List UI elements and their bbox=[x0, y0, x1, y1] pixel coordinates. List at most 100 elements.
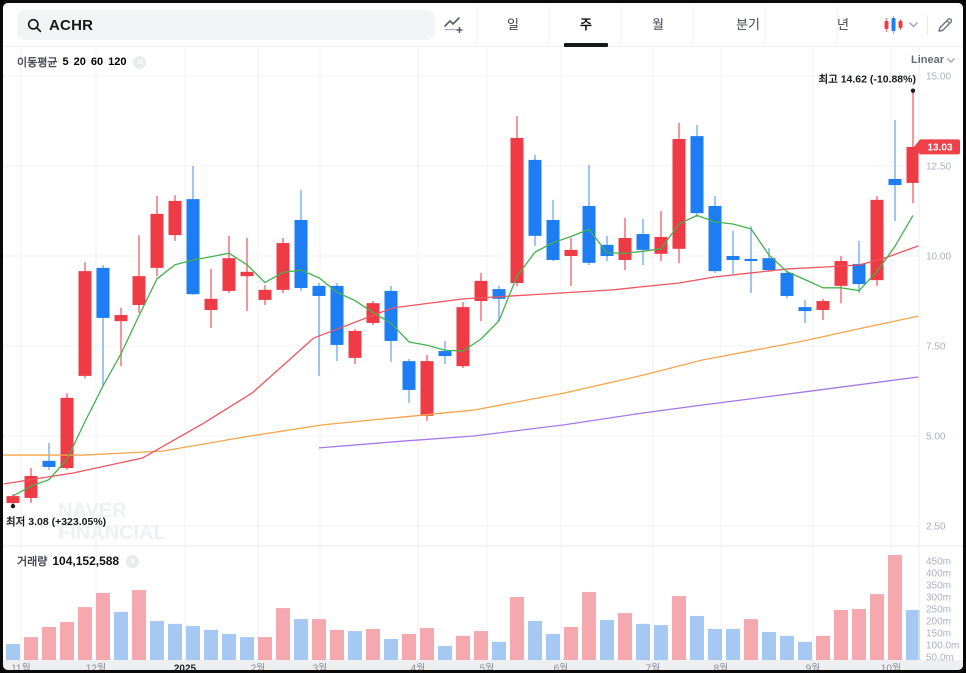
candlestick[interactable] bbox=[42, 460, 56, 467]
candlestick[interactable] bbox=[150, 213, 164, 268]
volume-bar[interactable] bbox=[852, 609, 866, 660]
volume-bar[interactable] bbox=[240, 637, 254, 660]
volume-bar[interactable] bbox=[690, 615, 704, 660]
volume-bar[interactable] bbox=[564, 627, 578, 660]
candlestick[interactable] bbox=[906, 146, 920, 183]
candlestick[interactable] bbox=[24, 475, 38, 498]
candlestick[interactable] bbox=[60, 397, 74, 469]
candlestick[interactable] bbox=[420, 361, 434, 416]
candlestick[interactable] bbox=[582, 205, 596, 263]
candlestick[interactable] bbox=[870, 199, 884, 281]
volume-bar[interactable] bbox=[96, 592, 110, 660]
ma-close-icon[interactable]: ✕ bbox=[133, 55, 147, 69]
candlestick[interactable] bbox=[438, 351, 452, 357]
candlestick[interactable] bbox=[636, 234, 650, 250]
candlestick[interactable] bbox=[132, 276, 146, 305]
volume-bar[interactable] bbox=[636, 623, 650, 660]
volume-bar[interactable] bbox=[492, 641, 506, 660]
draw-pencil-icon[interactable] bbox=[936, 16, 954, 39]
add-indicator-icon[interactable] bbox=[444, 16, 464, 39]
volume-bar[interactable] bbox=[42, 627, 56, 660]
candlestick[interactable] bbox=[258, 289, 272, 300]
candlestick[interactable] bbox=[312, 285, 326, 296]
volume-bar[interactable] bbox=[618, 613, 632, 660]
candlestick[interactable] bbox=[546, 220, 560, 260]
volume-bar[interactable] bbox=[276, 608, 290, 660]
candlestick[interactable] bbox=[726, 256, 740, 260]
candlestick[interactable] bbox=[762, 258, 776, 271]
volume-bar[interactable] bbox=[456, 635, 470, 660]
candlestick[interactable] bbox=[276, 243, 290, 290]
tab-quarterly[interactable]: 분기 bbox=[736, 17, 760, 32]
candlestick[interactable] bbox=[600, 244, 614, 256]
volume-bar[interactable] bbox=[816, 635, 830, 660]
volume-bar[interactable] bbox=[186, 626, 200, 660]
volume-bar[interactable] bbox=[312, 619, 326, 660]
volume-bar[interactable] bbox=[726, 628, 740, 660]
volume-bar[interactable] bbox=[798, 641, 812, 660]
volume-bar[interactable] bbox=[348, 631, 362, 660]
volume-bar[interactable] bbox=[672, 596, 686, 660]
volume-bar[interactable] bbox=[330, 629, 344, 660]
tab-weekly[interactable]: 주 bbox=[580, 17, 592, 32]
volume-bar[interactable] bbox=[258, 637, 272, 660]
candlestick[interactable] bbox=[222, 258, 236, 291]
candlestick[interactable] bbox=[672, 139, 686, 249]
tab-monthly[interactable]: 월 bbox=[652, 17, 664, 32]
candlestick[interactable] bbox=[456, 307, 470, 367]
volume-bar[interactable] bbox=[78, 607, 92, 660]
candlestick[interactable] bbox=[474, 280, 488, 301]
scale-select[interactable]: Linear bbox=[911, 54, 955, 66]
volume-bar[interactable] bbox=[708, 628, 722, 660]
volume-bar[interactable] bbox=[906, 609, 920, 660]
volume-bar[interactable] bbox=[168, 623, 182, 660]
candlestick[interactable] bbox=[618, 238, 632, 260]
volume-bar[interactable] bbox=[744, 619, 758, 660]
candlestick[interactable] bbox=[690, 136, 704, 214]
volume-bar[interactable] bbox=[546, 633, 560, 660]
candlestick[interactable] bbox=[402, 361, 416, 390]
volume-bar[interactable] bbox=[870, 594, 884, 660]
candlestick[interactable] bbox=[6, 496, 20, 503]
volume-bar[interactable] bbox=[366, 628, 380, 660]
volume-bar[interactable] bbox=[6, 644, 20, 660]
volume-bar[interactable] bbox=[582, 591, 596, 660]
candlestick[interactable] bbox=[114, 315, 128, 322]
chart-type-selector[interactable] bbox=[883, 15, 918, 35]
volume-bar[interactable] bbox=[222, 633, 236, 660]
volume-bar[interactable] bbox=[438, 645, 452, 660]
candlestick[interactable] bbox=[204, 298, 218, 310]
volume-bar[interactable] bbox=[204, 629, 218, 660]
volume-bar[interactable] bbox=[24, 637, 38, 660]
volume-bar[interactable] bbox=[384, 639, 398, 660]
tab-daily[interactable]: 일 bbox=[507, 17, 519, 32]
candlestick[interactable] bbox=[780, 272, 794, 296]
volume-bar[interactable] bbox=[114, 611, 128, 660]
tab-yearly[interactable]: 년 bbox=[837, 17, 849, 32]
volume-bar[interactable] bbox=[474, 631, 488, 660]
candlestick[interactable] bbox=[816, 301, 830, 310]
candlestick[interactable] bbox=[708, 205, 722, 272]
candlestick[interactable] bbox=[96, 267, 110, 318]
volume-bar[interactable] bbox=[528, 621, 542, 660]
volume-bar[interactable] bbox=[132, 590, 146, 660]
candlestick[interactable] bbox=[834, 261, 848, 286]
volume-bar[interactable] bbox=[780, 635, 794, 660]
candlestick[interactable] bbox=[492, 289, 506, 299]
candlestick[interactable] bbox=[888, 178, 902, 186]
candlestick[interactable] bbox=[240, 271, 254, 277]
volume-bar[interactable] bbox=[762, 632, 776, 660]
volume-bar[interactable] bbox=[150, 621, 164, 660]
candlestick[interactable] bbox=[564, 249, 578, 256]
volume-bar[interactable] bbox=[420, 627, 434, 660]
candlestick[interactable] bbox=[528, 159, 542, 236]
candlestick[interactable] bbox=[348, 330, 362, 358]
volume-bar[interactable] bbox=[510, 597, 524, 660]
candlestick[interactable] bbox=[384, 290, 398, 341]
candlestick[interactable] bbox=[654, 236, 668, 254]
candlestick[interactable] bbox=[294, 220, 308, 289]
candlestick[interactable] bbox=[186, 199, 200, 295]
volume-bar[interactable] bbox=[654, 625, 668, 660]
candlestick[interactable] bbox=[798, 307, 812, 312]
